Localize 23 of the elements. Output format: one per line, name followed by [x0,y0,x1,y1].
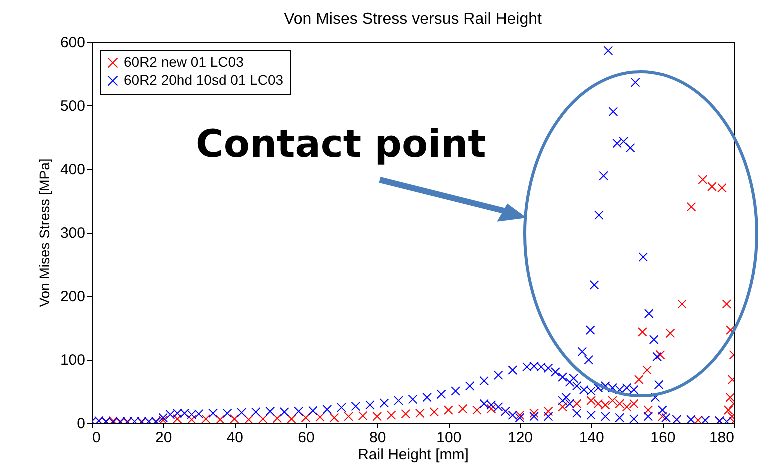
annotation: Contact point [196,122,486,166]
y-tick-label: 600 [60,34,86,52]
legend-label: 60R2 20hd 10sd 01 LC03 [124,72,284,88]
x-tick-label: 100 [436,430,462,446]
x-tick-label: 120 [508,430,534,446]
x-axis-title: Rail Height [mm] [358,446,469,464]
x-tick-label: 20 [155,430,172,446]
y-tick-label: 100 [60,352,86,369]
x-tick-label: 80 [369,430,386,446]
x-tick-label: 140 [579,430,604,446]
x-tick-label: 40 [226,430,244,446]
x-tick-label: 60 [298,430,315,446]
x-tick-label: 180 [709,430,734,446]
x-tick-label: 0 [92,430,101,446]
legend-label: 60R2 new 01 LC03 [124,54,244,70]
x-tick-label: 160 [650,430,676,446]
y-tick-label: 200 [60,288,86,306]
chart-title: Von Mises Stress versus Rail Height [284,11,542,28]
y-tick-label: 400 [60,162,86,178]
y-tick-label: 300 [60,225,86,242]
y-tick-label: 500 [60,98,86,115]
y-axis-title: Von Mises Stress [MPa] [36,158,52,308]
y-tick-label: 0 [77,416,86,432]
